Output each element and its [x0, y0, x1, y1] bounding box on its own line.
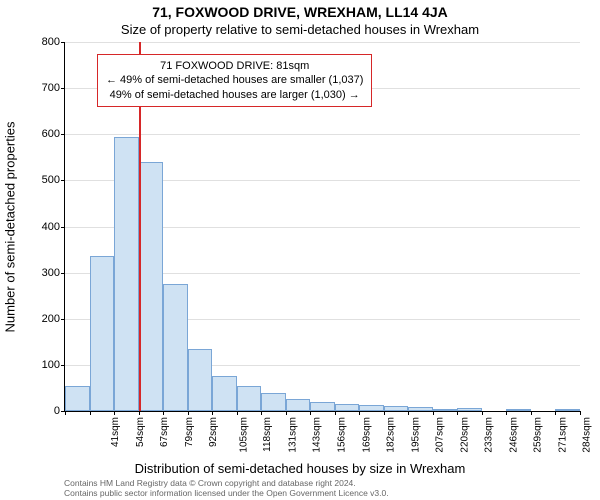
x-tick-label: 233sqm [484, 417, 495, 453]
histogram-bar [506, 409, 531, 411]
histogram-bar [555, 409, 580, 411]
x-tick-label: 131sqm [288, 417, 299, 453]
histogram-bar [286, 399, 311, 411]
x-tick-label: 156sqm [337, 417, 348, 453]
x-tick-label: 143sqm [312, 417, 323, 453]
y-tick-mark [61, 180, 65, 181]
x-tick-mark [188, 411, 189, 415]
y-tick-label: 300 [26, 267, 60, 279]
x-tick-label: 169sqm [361, 417, 372, 453]
x-tick-label: 207sqm [435, 417, 446, 453]
x-tick-mark [90, 411, 91, 415]
histogram-bar [139, 162, 164, 411]
x-tick-label: 118sqm [262, 417, 273, 452]
chart-subtitle: Size of property relative to semi-detach… [0, 22, 600, 37]
y-tick-mark [61, 227, 65, 228]
gridline [65, 134, 580, 135]
x-tick-mark [65, 411, 66, 415]
y-axis-label: Number of semi-detached properties [3, 122, 18, 333]
x-tick-label: 195sqm [410, 417, 421, 453]
x-tick-mark [212, 411, 213, 415]
x-tick-label: 271sqm [557, 417, 568, 453]
histogram-bar [90, 256, 115, 411]
x-tick-mark [482, 411, 483, 415]
x-tick-mark [310, 411, 311, 415]
x-tick-mark [335, 411, 336, 415]
histogram-bar [310, 402, 335, 411]
annotation-line-2: ← 49% of semi-detached houses are smalle… [106, 73, 363, 87]
x-tick-mark [580, 411, 581, 415]
x-tick-mark [457, 411, 458, 415]
histogram-bar [212, 376, 237, 411]
x-tick-mark [531, 411, 532, 415]
y-tick-label: 100 [26, 359, 60, 371]
x-tick-label: 182sqm [386, 417, 397, 453]
footer-attribution: Contains HM Land Registry data © Crown c… [64, 478, 584, 498]
x-tick-label: 220sqm [459, 417, 470, 453]
x-tick-mark [384, 411, 385, 415]
y-tick-label: 400 [26, 221, 60, 233]
annotation-box: 71 FOXWOOD DRIVE: 81sqm← 49% of semi-det… [97, 54, 372, 107]
x-tick-label: 259sqm [533, 417, 544, 453]
histogram-bar [384, 406, 409, 411]
x-tick-label: 67sqm [159, 417, 170, 447]
y-tick-label: 600 [26, 128, 60, 140]
x-tick-label: 105sqm [238, 417, 249, 453]
histogram-bar [65, 386, 90, 411]
x-tick-label: 54sqm [135, 417, 146, 447]
annotation-line-3: 49% of semi-detached houses are larger (… [106, 88, 363, 102]
histogram-bar [359, 405, 384, 411]
x-tick-mark [359, 411, 360, 415]
x-tick-mark [163, 411, 164, 415]
x-tick-mark [114, 411, 115, 415]
gridline [65, 42, 580, 43]
x-tick-label: 92sqm [208, 417, 219, 447]
histogram-bar [433, 409, 458, 411]
x-tick-mark [408, 411, 409, 415]
histogram-bar [114, 137, 139, 411]
footer-line-2: Contains public sector information licen… [64, 488, 584, 498]
x-tick-label: 41sqm [110, 417, 121, 447]
y-tick-mark [61, 365, 65, 366]
y-tick-label: 500 [26, 174, 60, 186]
y-tick-label: 0 [26, 405, 60, 417]
x-tick-label: 284sqm [582, 417, 593, 453]
histogram-bar [261, 393, 286, 411]
y-tick-mark [61, 273, 65, 274]
plot-area: 71 FOXWOOD DRIVE: 81sqm← 49% of semi-det… [64, 42, 580, 412]
x-tick-mark [139, 411, 140, 415]
histogram-bar [408, 407, 433, 411]
histogram-bar [237, 386, 262, 411]
chart-container: 71, FOXWOOD DRIVE, WREXHAM, LL14 4JA Siz… [0, 0, 600, 500]
x-tick-mark [286, 411, 287, 415]
x-tick-mark [433, 411, 434, 415]
x-tick-label: 246sqm [508, 417, 519, 453]
y-tick-mark [61, 42, 65, 43]
x-tick-mark [506, 411, 507, 415]
x-tick-mark [237, 411, 238, 415]
y-tick-label: 700 [26, 82, 60, 94]
y-tick-mark [61, 134, 65, 135]
histogram-bar [457, 408, 482, 411]
y-tick-mark [61, 88, 65, 89]
x-tick-mark [261, 411, 262, 415]
x-tick-label: 79sqm [184, 417, 195, 447]
y-tick-label: 800 [26, 36, 60, 48]
footer-line-1: Contains HM Land Registry data © Crown c… [64, 478, 584, 488]
y-tick-mark [61, 319, 65, 320]
histogram-bar [163, 284, 188, 411]
histogram-bar [335, 404, 360, 411]
y-tick-label: 200 [26, 313, 60, 325]
x-tick-mark [555, 411, 556, 415]
histogram-bar [188, 349, 213, 411]
annotation-line-1: 71 FOXWOOD DRIVE: 81sqm [106, 59, 363, 73]
page-title: 71, FOXWOOD DRIVE, WREXHAM, LL14 4JA [0, 4, 600, 20]
x-axis-label: Distribution of semi-detached houses by … [0, 461, 600, 476]
